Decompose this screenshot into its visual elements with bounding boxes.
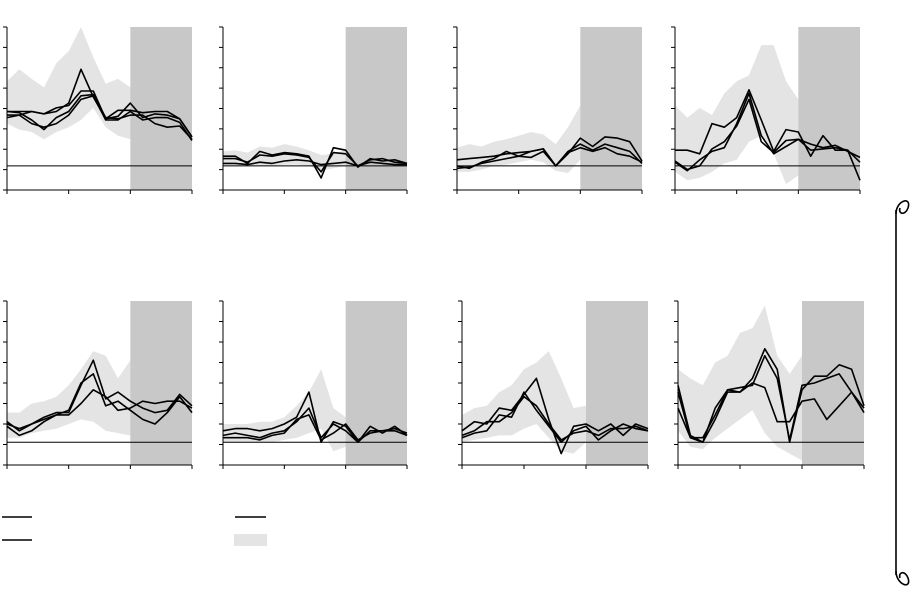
- panel-bottom-2: [219, 300, 408, 469]
- series-line-3: [223, 159, 407, 167]
- shaded-region: [580, 27, 642, 190]
- panel-top-2: [219, 26, 408, 194]
- series-line-2: [223, 151, 408, 173]
- series-line-3: [456, 146, 643, 170]
- series-line-1: [461, 377, 649, 455]
- series-line-1: [222, 391, 408, 444]
- series-line-3: [223, 414, 408, 441]
- series-line-3: [674, 98, 861, 171]
- shaded-region: [586, 301, 648, 465]
- panel-bottom-1: [3, 300, 193, 469]
- bracket-bottom-hook: [895, 570, 910, 586]
- series-line-2: [222, 407, 408, 444]
- series-line-2: [6, 388, 193, 437]
- series-line-1: [675, 89, 861, 181]
- series-line-1: [6, 359, 193, 432]
- shaded-region: [798, 27, 860, 190]
- series-line-3: [677, 382, 865, 444]
- panel-bottom-3: [458, 300, 649, 469]
- legend-band-swatch: [234, 534, 267, 546]
- series-line-4: [7, 68, 193, 138]
- series-line-2: [674, 92, 861, 172]
- right-bracket: [895, 200, 910, 586]
- series-line-3: [6, 373, 193, 430]
- series-line-2: [677, 347, 865, 444]
- panel-top-1: [3, 26, 193, 194]
- shaded-region: [130, 301, 192, 465]
- panel-bottom-4: [674, 300, 865, 469]
- series-line-3: [461, 391, 649, 444]
- bracket-top-hook: [895, 200, 910, 215]
- legend: [2, 516, 267, 546]
- shaded-region: [130, 27, 192, 190]
- panel-top-4: [671, 26, 861, 194]
- panel-top-3: [453, 26, 643, 194]
